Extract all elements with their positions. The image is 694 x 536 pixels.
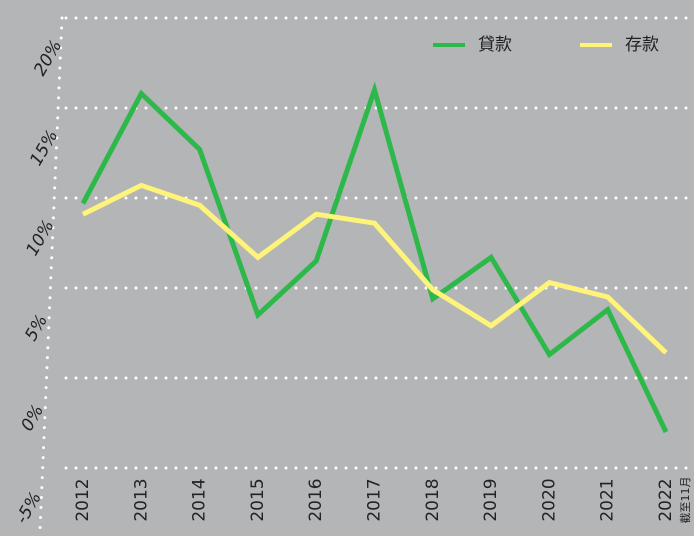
y-axis-line	[38, 16, 64, 532]
x-tick-label: 2016	[306, 478, 326, 521]
legend-label: 貸款	[478, 35, 512, 55]
x-tick-label: 2012	[73, 478, 93, 521]
y-tick-label: 5%	[21, 311, 52, 344]
y-tick-label: 0%	[17, 401, 48, 434]
x-tick-label: 2014	[190, 478, 210, 521]
x-tick-label: 2019	[481, 478, 501, 521]
x-tick-label: 2013	[131, 478, 151, 521]
legend-label: 存款	[625, 35, 659, 55]
x-tick-label: 2018	[423, 478, 443, 521]
line-series	[81, 182, 668, 355]
x-tick-label: 2022	[656, 478, 676, 521]
x-tick-label: 2020	[539, 478, 559, 521]
x-tick-label: 2021	[598, 478, 618, 521]
x-tick-label: 2017	[365, 478, 385, 521]
x-tick-label: 2015	[248, 478, 268, 521]
line-series	[80, 81, 669, 434]
annotation: 截至11月	[678, 477, 692, 524]
